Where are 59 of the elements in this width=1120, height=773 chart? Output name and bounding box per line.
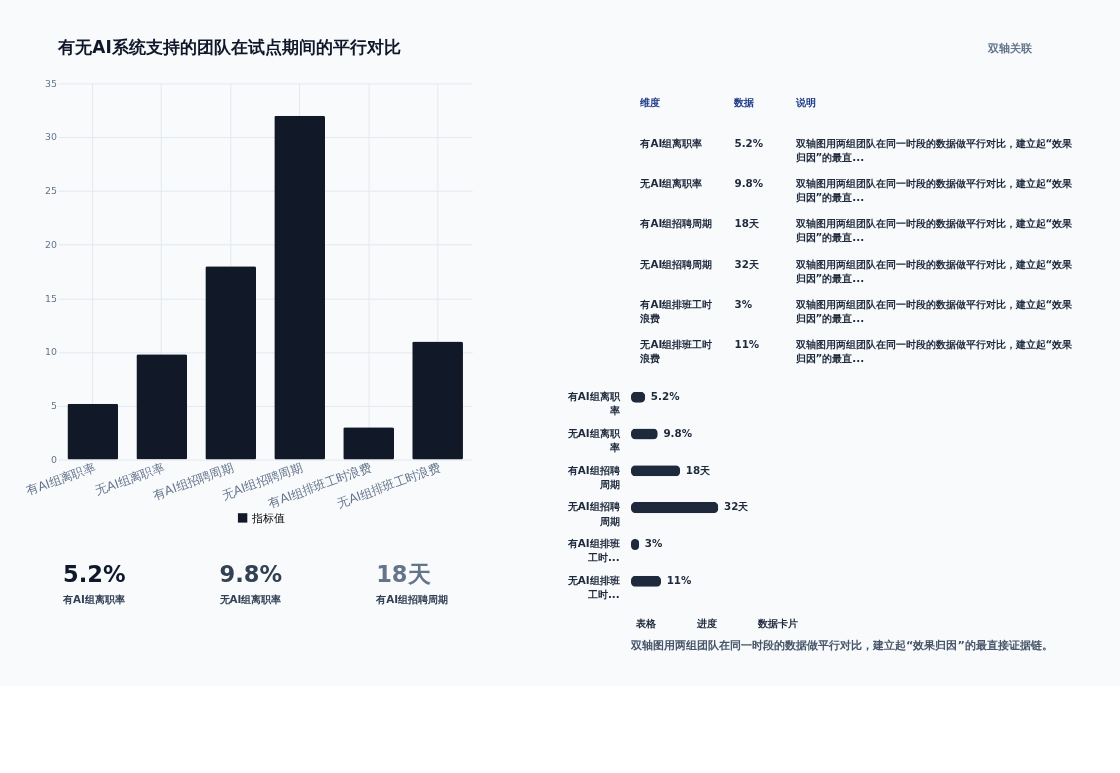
text: 无AI组离职率 [218, 592, 282, 605]
text: 有AI组招聘周期 [375, 592, 448, 605]
chart-title: 有无AI系统支持的团队在试点期间的平行对比 [57, 37, 401, 58]
text: 数据 [733, 96, 755, 109]
data-label: 18天 [685, 463, 712, 476]
text: 5.2% [63, 561, 126, 588]
y-tick-label: 有AI组离职率 [566, 389, 621, 417]
data-label: 11% [666, 574, 693, 587]
legend-label: 指标值 [251, 511, 286, 525]
text: 双轴图用两组团队在同一时段的数据做平行对比，建立起“效果归因”的最直... [794, 177, 1074, 204]
y-tick-label: 25 [44, 185, 57, 197]
y-tick-label: 5 [50, 400, 57, 412]
text: 无AI组离职率 [639, 177, 703, 190]
y-tick-label: 有AI组排班工时... [566, 537, 620, 564]
text: 无AI组排班工时浪费 [639, 338, 713, 365]
text: 维度 [639, 96, 661, 109]
bar [274, 115, 326, 460]
text: 说明 [794, 96, 816, 109]
text: 9.8% [734, 177, 764, 190]
text: 表格 [634, 617, 657, 630]
text: 有AI组离职率 [639, 136, 703, 149]
text: 18天 [376, 561, 431, 588]
data-label: 32天 [723, 500, 750, 513]
bar [412, 341, 463, 460]
bar [136, 354, 188, 460]
y-tick-label: 30 [44, 131, 57, 143]
text: 32天 [734, 257, 760, 270]
text: 有AI组排班工时浪费 [639, 297, 713, 325]
text: 数据卡片 [756, 617, 798, 630]
data-label: 5.2% [650, 389, 681, 402]
text: 双轴图用两组团队在同一时段的数据做平行对比，建立起“效果归因”的最直... [794, 338, 1074, 365]
text: 有AI组离职率 [62, 592, 125, 605]
y-tick-label: 20 [44, 238, 57, 250]
text: 9.8% [219, 561, 283, 588]
bar [631, 502, 719, 514]
bar [343, 427, 395, 460]
text: 无AI组招聘周期 [639, 257, 713, 270]
y-tick-label: 无AI组排班工时... [566, 574, 620, 601]
text: 5.2% [734, 136, 764, 149]
y-tick-label: 0 [50, 453, 57, 465]
data-label: 9.8% [663, 426, 693, 439]
text: 双轴图用两组团队在同一时段的数据做平行对比，建立起“效果归因”的最直... [794, 217, 1074, 244]
bar [205, 266, 257, 460]
y-tick-label: 35 [44, 77, 57, 89]
text: 双轴图用两组团队在同一时段的数据做平行对比，建立起“效果归因”的最直... [794, 136, 1074, 163]
text: 进度 [695, 617, 717, 630]
text: 双轴图用两组团队在同一时段的数据做平行对比，建立起“效果归因”的最直接证据链。 [630, 639, 1053, 653]
text: 有AI组招聘周期 [639, 217, 713, 230]
text: 3% [734, 297, 753, 310]
y-tick-label: 无AI组离职率 [566, 426, 621, 453]
text: 11% [734, 338, 760, 351]
text: 双轴图用两组团队在同一时段的数据做平行对比，建立起“效果归因”的最直... [794, 257, 1074, 284]
text: 双轴图用两组团队在同一时段的数据做平行对比，建立起“效果归因”的最直... [794, 297, 1074, 325]
bar [67, 403, 119, 460]
data-label: 3% [644, 537, 664, 550]
text: 18天 [734, 217, 760, 230]
y-tick-label: 15 [44, 292, 57, 304]
y-tick-label: 10 [44, 346, 57, 358]
text: 双轴关联 [987, 42, 1034, 56]
